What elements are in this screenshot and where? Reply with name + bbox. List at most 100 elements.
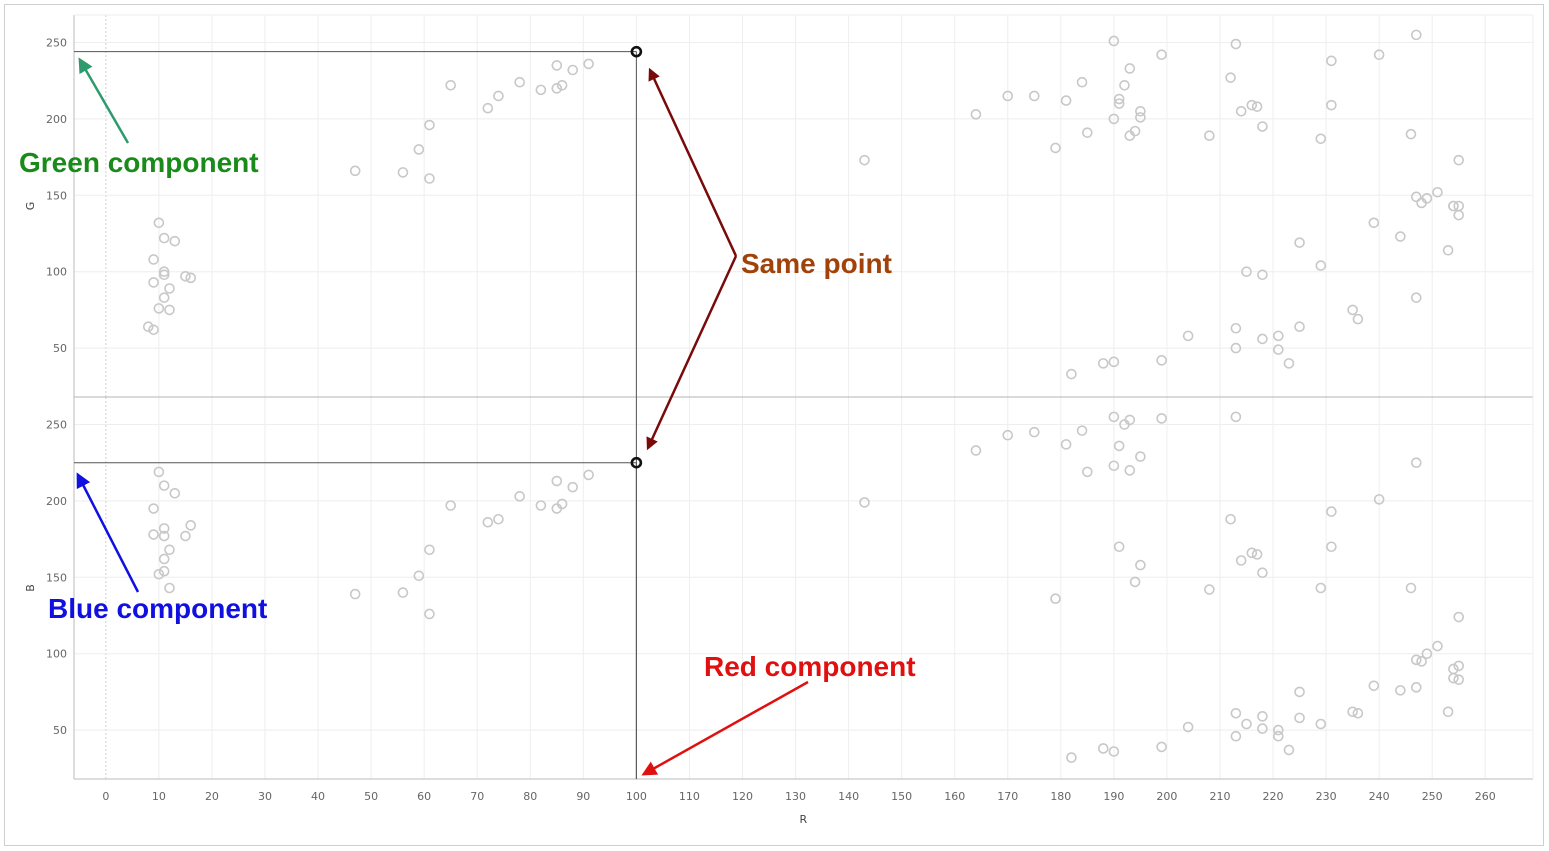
y-tick-label: 200 (46, 495, 67, 508)
data-point (164, 544, 175, 556)
data-point (1432, 640, 1443, 652)
data-point (1230, 342, 1242, 354)
data-point (1283, 358, 1295, 369)
data-point (424, 119, 435, 131)
data-point (1257, 121, 1268, 132)
x-tick-label: 70 (470, 790, 484, 803)
x-tick-label: 80 (523, 790, 537, 803)
data-point (1124, 63, 1136, 74)
data-point (349, 588, 361, 600)
axes: 50 100 150 200 250 G 50 100 150 200 250 B 0 10 20 30 40 5… (24, 14, 1534, 826)
data-point (859, 154, 870, 166)
data-point (169, 235, 181, 247)
data-point (1395, 685, 1406, 696)
same-point-arrow-bottom (646, 255, 738, 451)
x-tick-label: 220 (1263, 790, 1284, 803)
data-point (514, 76, 525, 88)
data-point (583, 469, 594, 481)
data-point (1453, 660, 1465, 672)
data-point (158, 565, 170, 577)
data-point (1315, 133, 1327, 145)
x-tick-label: 170 (997, 790, 1018, 803)
data-point (1326, 506, 1337, 517)
x-tick-label: 60 (417, 790, 431, 803)
data-point (1050, 593, 1061, 604)
red-arrow (641, 680, 809, 776)
data-point (567, 481, 579, 493)
data-point (535, 84, 547, 96)
data-point (1453, 200, 1465, 212)
blue-component-label: Blue component (48, 593, 267, 624)
data-point (1082, 466, 1093, 478)
highlighted-point (630, 45, 643, 58)
data-point (567, 64, 579, 76)
data-point (1135, 105, 1146, 117)
data-point (482, 102, 494, 114)
data-point (1235, 105, 1247, 117)
data-point (1273, 330, 1284, 342)
x-axis-title: R (800, 813, 808, 826)
data-point (1416, 656, 1427, 667)
data-point (180, 270, 191, 282)
data-point (1368, 680, 1380, 692)
data-point (970, 109, 982, 120)
y-tick-label: 100 (46, 648, 67, 661)
data-point (1113, 541, 1125, 553)
data-point (1230, 707, 1242, 719)
data-point (1294, 686, 1305, 698)
y-tick-label: 200 (46, 113, 67, 126)
data-point (1108, 113, 1120, 125)
data-point (1204, 130, 1215, 142)
data-point (1108, 460, 1120, 472)
same-point-arrow-top (648, 67, 738, 257)
data-point (1432, 186, 1443, 198)
x-tick-label: 210 (1209, 790, 1230, 803)
x-tick-label: 120 (732, 790, 753, 803)
x-tick-label: 230 (1316, 790, 1337, 803)
data-point (1241, 718, 1252, 730)
data-point (1050, 142, 1061, 154)
data-point (1156, 355, 1167, 366)
data-point (1230, 322, 1242, 334)
data-point (1251, 549, 1263, 560)
data-point (1135, 559, 1146, 571)
y-tick-label: 50 (53, 342, 67, 355)
data-point (1124, 414, 1136, 426)
data-point (148, 324, 159, 336)
data-point (482, 516, 494, 528)
x-tick-label: 40 (311, 790, 325, 803)
data-point (1453, 611, 1465, 623)
data-point (1182, 721, 1194, 733)
data-point (551, 60, 563, 71)
data-point (1410, 682, 1422, 693)
data-point (164, 283, 175, 294)
data-point (413, 570, 425, 582)
y-tick-label: 250 (46, 37, 67, 50)
data-point (1156, 49, 1167, 61)
data-point (1113, 93, 1125, 105)
data-point (1002, 90, 1014, 102)
data-point (1273, 730, 1284, 742)
data-point (445, 500, 456, 511)
y-tick-label: 100 (46, 266, 67, 279)
data-point (153, 217, 165, 229)
data-point (1119, 79, 1130, 91)
data-point (1453, 674, 1465, 685)
data-point (164, 582, 175, 594)
blue-arrow (76, 472, 140, 593)
data-point (158, 530, 170, 542)
data-point (1257, 269, 1268, 281)
data-point (1442, 245, 1454, 256)
data-point (1347, 304, 1358, 316)
x-tick-label: 110 (679, 790, 700, 803)
data-point (1108, 411, 1120, 423)
data-point (1066, 368, 1077, 380)
data-point (1395, 231, 1406, 242)
data-point (1257, 723, 1268, 734)
data-point (1273, 344, 1284, 355)
data-point (1028, 90, 1040, 102)
x-tick-label: 190 (1103, 790, 1124, 803)
data-point (556, 498, 568, 510)
data-point (1257, 333, 1268, 345)
y-axis-title: G (24, 202, 37, 211)
